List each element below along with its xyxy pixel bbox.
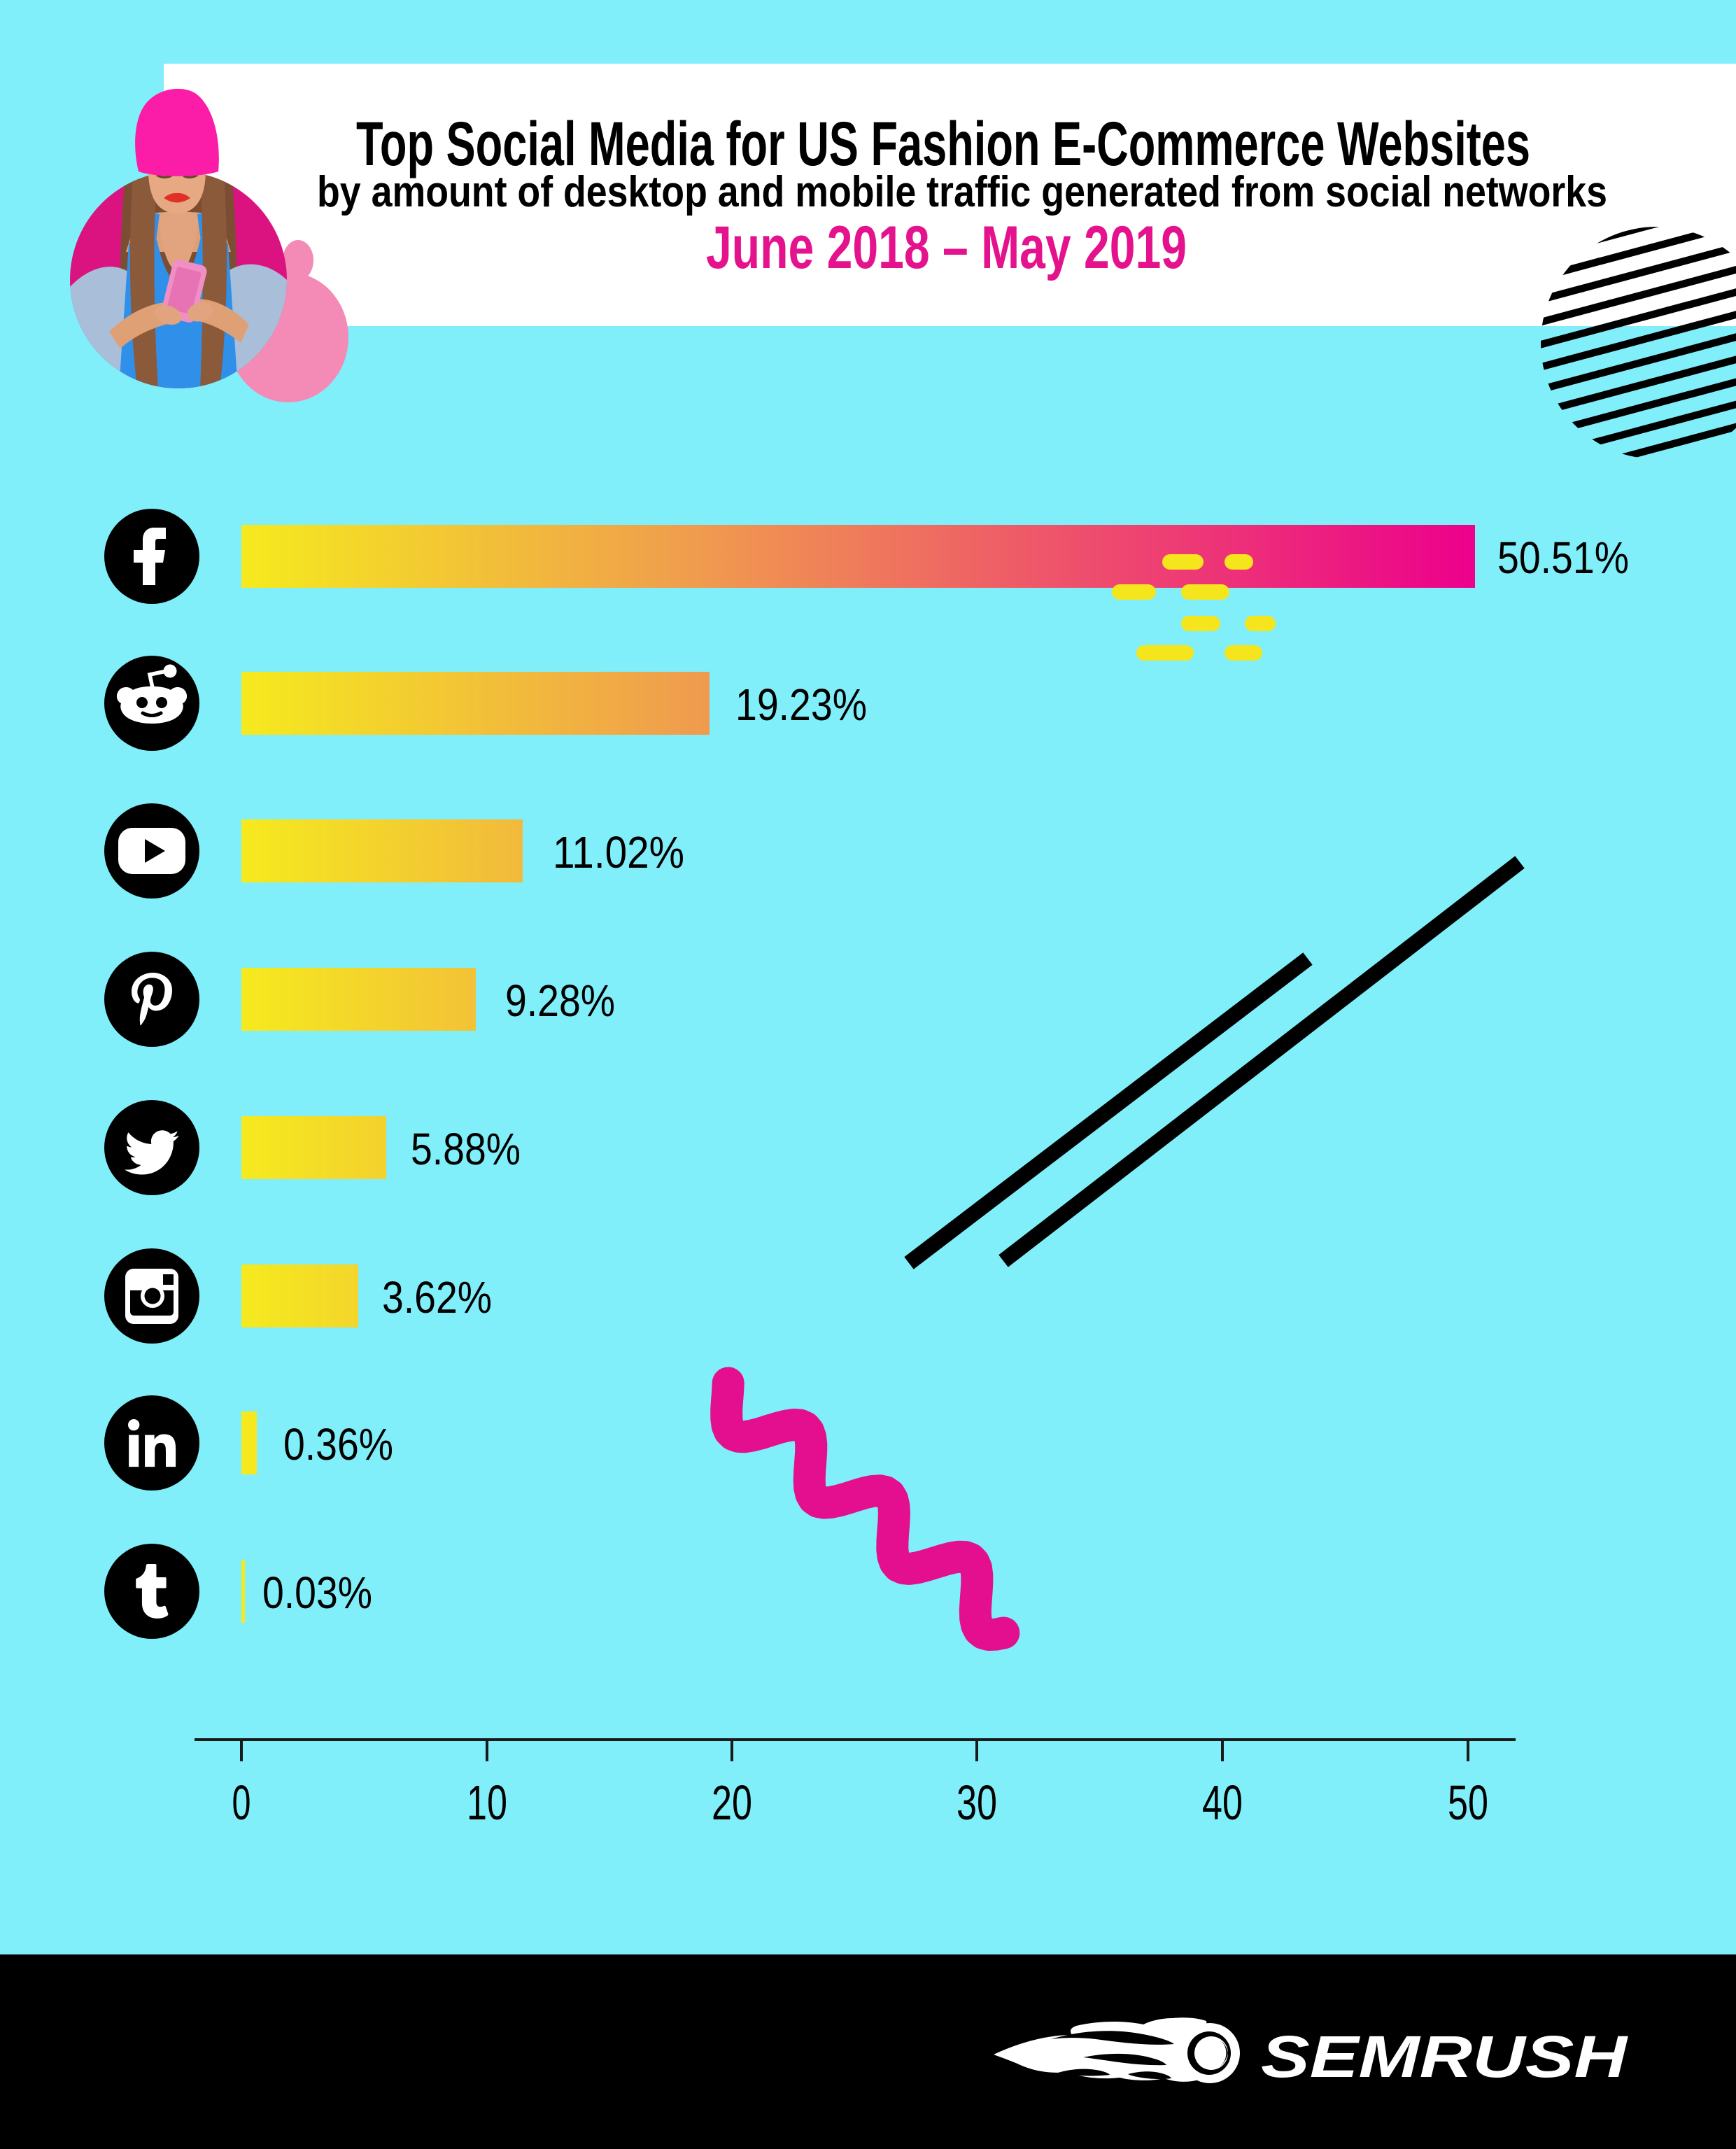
svg-text:3.62%: 3.62% — [382, 1272, 492, 1323]
svg-text:19.23%: 19.23% — [735, 679, 867, 730]
svg-text:0.36%: 0.36% — [283, 1419, 393, 1470]
svg-text:9.28%: 9.28% — [505, 975, 615, 1026]
svg-text:10: 10 — [467, 1775, 507, 1830]
svg-text:June 2018 – May 2019: June 2018 – May 2019 — [706, 214, 1187, 281]
svg-text:20: 20 — [712, 1775, 752, 1830]
svg-text:SEMRUSH: SEMRUSH — [1261, 2024, 1629, 2090]
svg-text:0.03%: 0.03% — [262, 1567, 372, 1618]
svg-text:11.02%: 11.02% — [553, 827, 684, 878]
svg-text:50.51%: 50.51% — [1497, 533, 1629, 583]
svg-text:5.88%: 5.88% — [411, 1124, 521, 1174]
svg-text:50: 50 — [1448, 1775, 1488, 1830]
svg-text:40: 40 — [1202, 1775, 1243, 1830]
svg-text:by amount of desktop and mobil: by amount of desktop and mobile traffic … — [317, 168, 1607, 216]
svg-text:Top Social Media for US Fashio: Top Social Media for US Fashion E-Commer… — [356, 108, 1530, 178]
svg-text:30: 30 — [957, 1775, 997, 1830]
svg-text:0: 0 — [232, 1775, 251, 1830]
